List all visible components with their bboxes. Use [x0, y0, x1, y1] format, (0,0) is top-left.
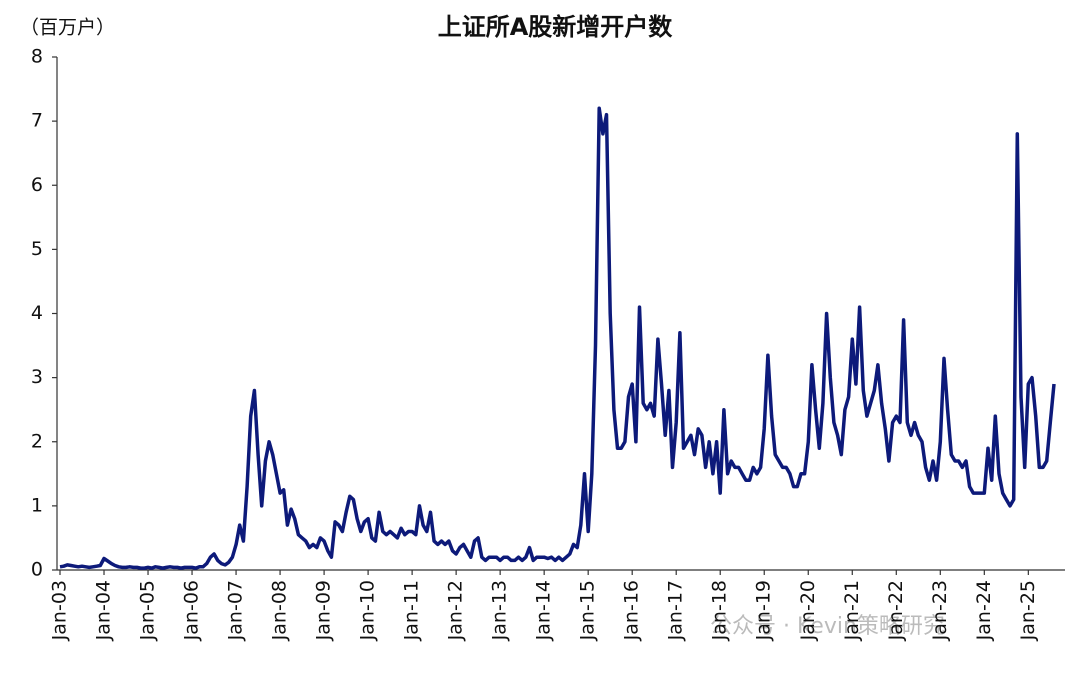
y-axis-label: （百万户） [20, 17, 115, 39]
x-tick-label: Jan-06 [181, 580, 203, 641]
x-tick-label: Jan-23 [929, 580, 951, 641]
x-tick-label: Jan-15 [577, 580, 599, 641]
x-tick-label: Jan-21 [841, 580, 863, 641]
y-tick-label: 3 [31, 366, 43, 388]
line-series [59, 106, 1056, 570]
x-tick-label: Jan-18 [709, 580, 731, 641]
x-tick-label: Jan-11 [401, 580, 423, 641]
x-tick-label: Jan-10 [357, 580, 379, 641]
chart-title: 上证所A股新增开户数 [438, 13, 674, 41]
y-tick-label: 8 [31, 46, 43, 68]
x-tick-label: Jan-12 [445, 580, 467, 641]
x-tick-label: Jan-25 [1017, 580, 1039, 641]
y-tick-label: 5 [31, 238, 43, 260]
x-tick-label: Jan-09 [313, 580, 335, 641]
x-tick-label: Jan-16 [621, 580, 643, 641]
x-tick-label: Jan-13 [489, 580, 511, 641]
x-tick-label: Jan-19 [753, 580, 775, 641]
x-tick-label: Jan-20 [797, 580, 819, 641]
x-tick-label: Jan-24 [973, 580, 995, 641]
x-tick-label: Jan-07 [225, 580, 247, 641]
watermark: 公众号 · Kevin策略研究 [710, 614, 945, 639]
y-tick-label: 7 [31, 110, 43, 132]
x-tick-label: Jan-05 [137, 580, 159, 641]
y-tick-label: 0 [31, 559, 43, 581]
y-tick-label: 4 [31, 302, 43, 324]
y-tick-label: 2 [31, 430, 43, 452]
x-tick-label: Jan-17 [665, 580, 687, 641]
x-tick-label: Jan-14 [533, 580, 555, 641]
x-tick-label: Jan-22 [885, 580, 907, 641]
x-tick-label: Jan-08 [269, 580, 291, 641]
x-tick-label: Jan-04 [93, 580, 115, 641]
y-tick-label: 6 [31, 174, 43, 196]
x-tick-label: Jan-03 [49, 580, 71, 641]
y-tick-label: 1 [31, 494, 43, 516]
